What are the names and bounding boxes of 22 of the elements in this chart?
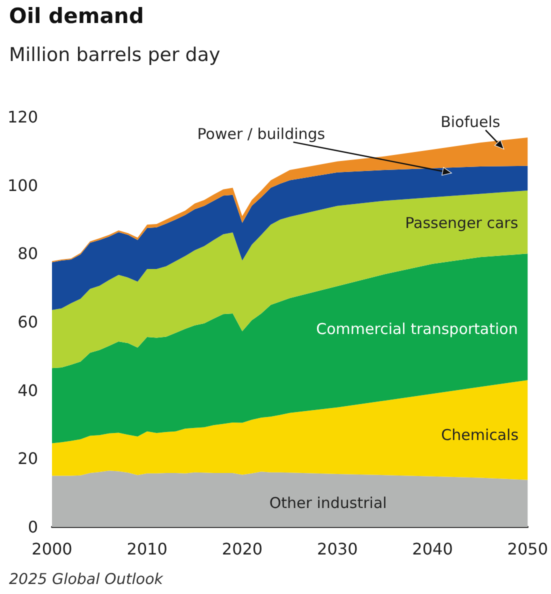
series-label: Passenger cars [405, 214, 518, 232]
y-tick-label: 80 [18, 244, 38, 264]
x-tick-label: 2040 [412, 540, 453, 558]
y-tick-label: 0 [28, 518, 38, 536]
x-tick-label: 2010 [126, 540, 168, 558]
series-label: Other industrial [269, 494, 387, 512]
series-label: Commercial transportation [316, 320, 518, 338]
y-tick-label: 120 [7, 108, 38, 126]
x-tick-label: 2020 [222, 540, 263, 558]
x-tick-label: 2030 [317, 540, 358, 558]
chart-title: Oil demand [9, 4, 144, 28]
y-tick-label: 40 [18, 380, 38, 400]
y-tick-label: 20 [18, 449, 38, 468]
text: 2025 Global Outlook [9, 570, 163, 588]
chart-subtitle: Million barrels per day [9, 44, 220, 66]
series-label: Chemicals [441, 426, 519, 444]
series-label: Biofuels [440, 113, 500, 132]
y-tick-label: 60 [18, 312, 38, 332]
y-tick-label: 100 [7, 176, 38, 195]
x-tick-label: 2000 [32, 540, 72, 558]
x-tick-label: 2050 [507, 540, 548, 558]
text: Power / buildings [197, 125, 326, 144]
